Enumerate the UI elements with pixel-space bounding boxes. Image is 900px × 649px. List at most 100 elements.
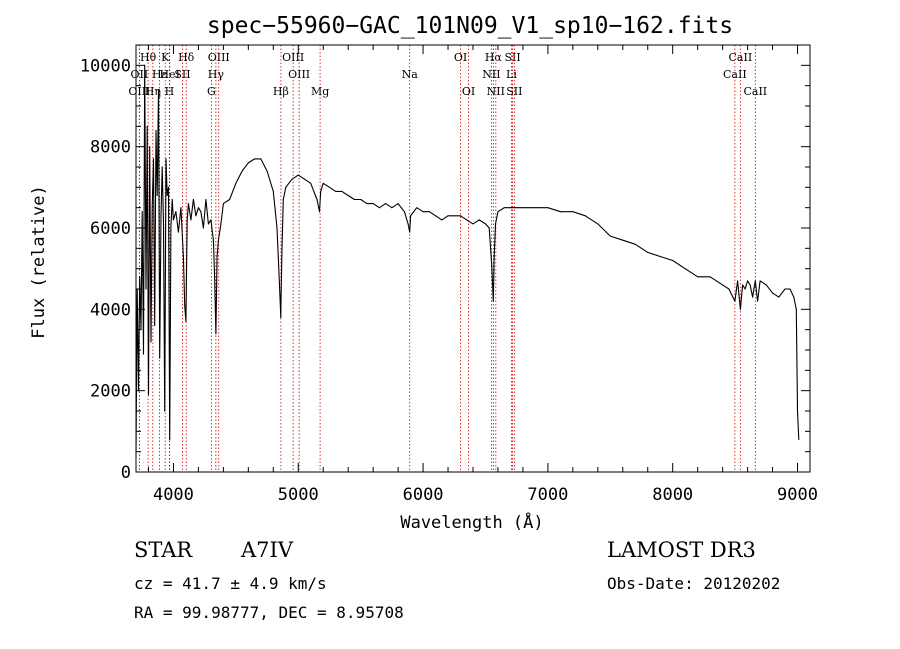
data-point — [759, 280, 761, 282]
data-point — [186, 219, 188, 221]
data-point — [335, 190, 337, 192]
data-point — [177, 231, 179, 233]
data-point — [409, 231, 411, 233]
data-point — [472, 223, 474, 225]
data-point — [547, 207, 549, 209]
data-point — [684, 268, 686, 270]
line-label: Hα — [485, 51, 503, 64]
data-point — [744, 288, 746, 290]
line-label: CaII — [729, 51, 753, 64]
data-point — [522, 207, 524, 209]
data-point — [254, 158, 256, 160]
data-point — [247, 162, 249, 164]
x-tick-label: 4000 — [153, 485, 194, 505]
data-point — [146, 125, 148, 127]
data-point — [347, 195, 349, 196]
data-point — [722, 284, 724, 286]
data-point — [281, 247, 283, 249]
data-point — [149, 146, 151, 148]
data-point — [378, 207, 380, 209]
line-label: Mg — [311, 85, 329, 98]
data-point — [279, 284, 280, 286]
line-label: Hδ — [178, 51, 195, 64]
data-point — [435, 215, 437, 217]
line-label: OIII — [282, 51, 304, 64]
data-point — [187, 203, 189, 205]
data-point — [161, 166, 163, 168]
data-point — [145, 288, 147, 290]
data-point — [163, 223, 164, 225]
data-point — [634, 243, 636, 245]
line-label: Hγ — [208, 68, 225, 81]
line-label: SII — [504, 51, 520, 64]
data-point — [795, 308, 797, 310]
data-point — [366, 203, 368, 205]
redshift-cz: cz = 41.7 ± 4.9 km/s — [134, 574, 327, 593]
y-tick-label: 0 — [121, 463, 131, 483]
data-point — [422, 211, 424, 213]
data-point — [217, 239, 219, 241]
plot-frame — [135, 44, 811, 473]
y-axis-label: Flux (relative) — [29, 185, 49, 339]
data-point — [647, 251, 649, 253]
data-point — [797, 410, 798, 412]
data-point — [184, 304, 186, 306]
data-point — [493, 256, 495, 257]
data-point — [212, 239, 214, 241]
data-point — [272, 190, 274, 192]
data-point — [584, 215, 586, 217]
data-point — [150, 341, 152, 343]
data-point — [772, 292, 774, 294]
data-point — [276, 227, 278, 229]
data-point — [754, 280, 756, 282]
line-label: Hη — [145, 85, 161, 98]
line-label: OI — [454, 51, 467, 64]
x-tick-label: 6000 — [403, 485, 444, 505]
data-point — [737, 280, 739, 282]
data-point — [185, 321, 187, 322]
data-point — [280, 317, 282, 318]
data-point — [752, 296, 754, 298]
data-point — [329, 186, 330, 188]
data-point — [164, 410, 166, 412]
data-point — [316, 199, 318, 200]
line-label: Hβ — [273, 85, 289, 98]
data-point — [559, 211, 561, 213]
data-point — [709, 276, 711, 278]
line-label: G — [207, 85, 216, 98]
data-point — [410, 215, 412, 217]
data-point — [488, 227, 490, 229]
data-point — [205, 199, 207, 200]
line-label: OI — [462, 85, 475, 98]
data-point — [528, 207, 530, 209]
data-point — [320, 190, 322, 192]
data-point — [793, 296, 795, 298]
data-point — [166, 195, 168, 196]
data-point — [341, 190, 343, 192]
data-point — [534, 207, 536, 209]
data-point — [169, 439, 171, 440]
data-point — [160, 215, 162, 217]
data-point — [353, 199, 355, 200]
data-point — [416, 207, 418, 209]
data-point — [282, 199, 284, 200]
data-point — [541, 207, 543, 209]
data-point — [739, 308, 741, 310]
data-point — [202, 227, 204, 229]
data-point — [659, 256, 661, 257]
data-point — [304, 178, 305, 180]
spectrum-series — [135, 64, 800, 457]
data-point — [195, 215, 197, 217]
data-point — [197, 207, 199, 209]
data-point — [492, 300, 494, 302]
y-tick-label: 8000 — [90, 138, 131, 158]
x-tick-label: 5000 — [278, 485, 319, 505]
data-point — [165, 158, 167, 160]
data-point — [175, 211, 177, 213]
line-label: SII — [506, 85, 522, 98]
data-point — [466, 219, 468, 221]
chart-title: spec−55960−GAC_101N09_V1_sp10−162.fits — [207, 13, 733, 39]
data-point — [734, 300, 736, 302]
